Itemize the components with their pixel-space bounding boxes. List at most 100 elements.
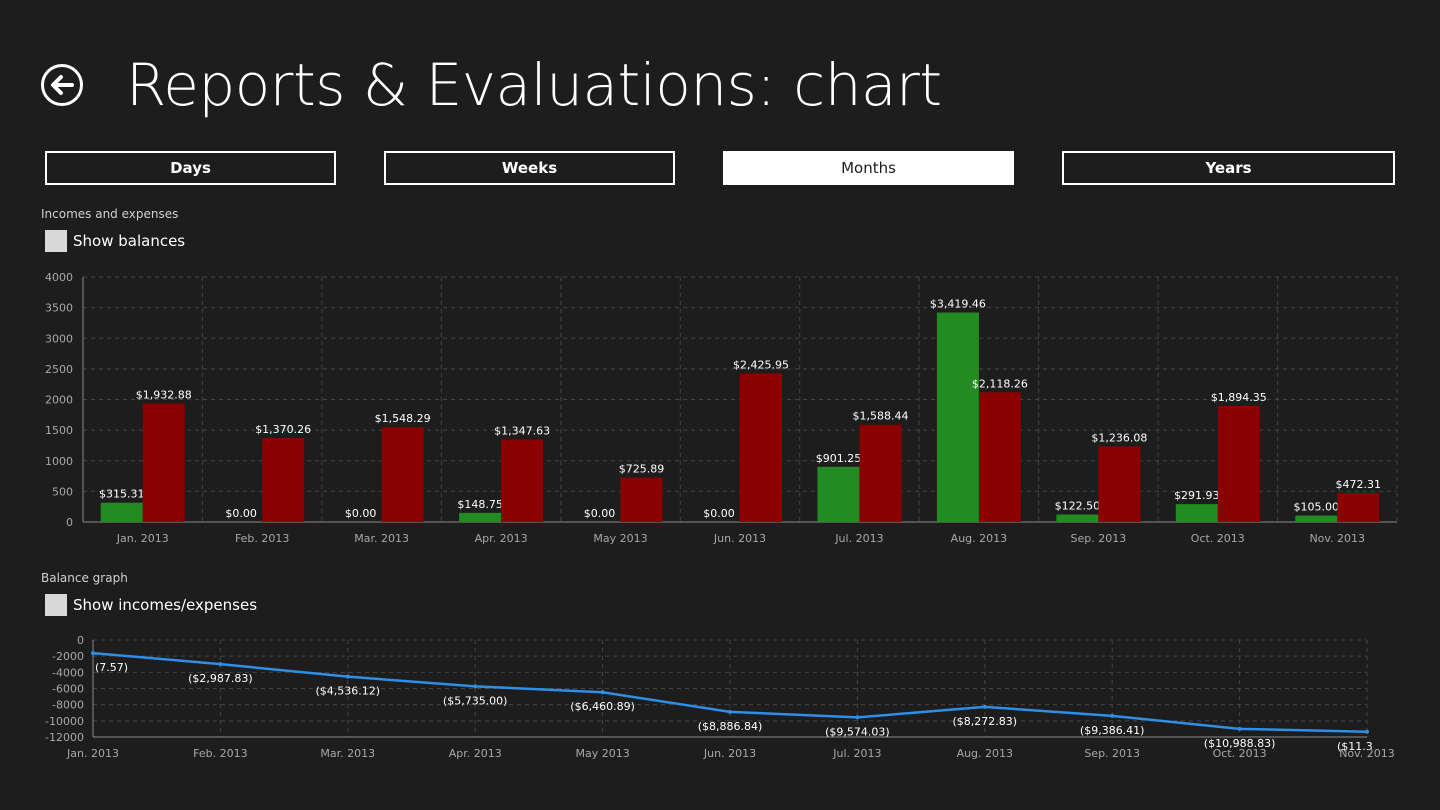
balance-point	[1365, 729, 1369, 734]
bar-x-tick-label: Sep. 2013	[1070, 532, 1126, 545]
expense-bar	[740, 373, 782, 522]
line-x-tick-label: Apr. 2013	[449, 747, 502, 760]
show-incomes-expenses-label: Show incomes/expenses	[73, 596, 258, 614]
line-x-tick-label: Jun. 2013	[703, 747, 756, 760]
line-x-tick-label: Mar. 2013	[320, 747, 375, 760]
line-x-tick-label: Jul. 2013	[832, 747, 881, 760]
income-data-label: $0.00	[703, 507, 735, 520]
tab-months[interactable]: Months	[723, 151, 1014, 185]
bar-x-tick-label: Oct. 2013	[1191, 532, 1245, 545]
balance-data-label: ($5,735.00)	[443, 694, 508, 707]
bar-y-tick-label: 2000	[45, 394, 73, 407]
expense-bar	[381, 427, 424, 522]
balance-data-label: ($8,272.83)	[953, 715, 1018, 728]
income-bar	[459, 512, 502, 522]
line-y-tick-label: -2000	[52, 650, 84, 663]
balance-point	[345, 674, 350, 679]
balance-point	[600, 690, 605, 695]
bar-x-tick-label: May 2013	[593, 532, 647, 545]
balance-data-label: (7.57)	[95, 661, 128, 674]
income-bar	[1056, 514, 1099, 522]
balance-data-label: ($4,536.12)	[316, 685, 381, 698]
back-arrow-icon	[41, 64, 83, 106]
income-data-label: $0.00	[225, 507, 257, 520]
balance-point	[728, 709, 732, 714]
expense-bar	[142, 403, 185, 522]
expense-data-label: $1,347.63	[494, 424, 550, 437]
income-data-label: $0.00	[345, 507, 377, 520]
expense-data-label: $472.31	[1336, 478, 1382, 491]
bar-x-tick-label: Jun. 2013	[713, 532, 766, 545]
expense-bar	[501, 439, 544, 522]
bar-x-tick-label: Aug. 2013	[951, 532, 1007, 545]
bar-x-tick-label: Mar. 2013	[354, 532, 409, 545]
balance-point	[473, 684, 478, 689]
income-data-label: $122.50	[1055, 499, 1101, 512]
income-data-label: $148.75	[457, 498, 503, 511]
line-y-tick-label: 0	[77, 634, 84, 647]
expense-bar	[262, 438, 305, 522]
bar-x-tick-label: Apr. 2013	[475, 532, 528, 545]
income-bar	[100, 502, 143, 522]
tab-weeks[interactable]: Weeks	[384, 151, 675, 185]
balance-data-label: ($9,386.41)	[1080, 724, 1145, 737]
income-data-label: $3,419.46	[930, 298, 986, 311]
expense-data-label: $1,932.88	[136, 389, 192, 402]
balance-point	[218, 662, 223, 667]
line-x-tick-label: Aug. 2013	[957, 747, 1013, 760]
expense-bar	[1217, 405, 1260, 522]
page-title: Reports & Evaluations: chart	[126, 51, 942, 119]
balance-data-label: ($8,886.84)	[698, 720, 763, 733]
line-y-tick-label: -10000	[45, 715, 84, 728]
back-button[interactable]	[40, 63, 84, 107]
balance-data-label: ($9,574.03)	[825, 725, 890, 738]
income-bar	[936, 312, 979, 522]
incomes-expenses-bar-chart: 0 500 1000 1500 2000 2500 3000 3500 4000 $315.31 $…	[45, 271, 1398, 545]
bar-x-tick-label: Jul. 2013	[834, 532, 883, 545]
income-data-label: $291.93	[1174, 489, 1220, 502]
incomes-section-title: Incomes and expenses	[41, 207, 179, 221]
show-incomes-expenses-checkbox[interactable]	[45, 594, 67, 616]
show-balances-checkbox[interactable]	[45, 230, 67, 252]
bar-y-tick-label: 1000	[45, 455, 73, 468]
show-balances-label: Show balances	[73, 232, 186, 250]
expense-data-label: $2,425.95	[733, 358, 789, 371]
expense-bar	[978, 392, 1021, 522]
expense-bar	[859, 424, 902, 522]
expense-data-label: $1,894.35	[1211, 391, 1267, 404]
line-x-tick-label: Feb. 2013	[193, 747, 247, 760]
income-bar	[817, 466, 860, 522]
show-balances-toggle[interactable]: Show balances	[45, 230, 185, 252]
expense-bar	[620, 477, 663, 522]
bar-y-tick-label: 1500	[45, 424, 73, 437]
balance-point	[1237, 726, 1242, 731]
expense-data-label: $1,588.44	[852, 410, 908, 423]
bar-y-tick-label: 500	[52, 485, 73, 498]
income-data-label: $901.25	[816, 452, 862, 465]
expense-data-label: $1,236.08	[1091, 431, 1147, 444]
balance-point	[91, 651, 95, 656]
line-x-tick-label: Nov. 2013	[1339, 747, 1395, 760]
bar-x-tick-label: Feb. 2013	[235, 532, 289, 545]
tab-days[interactable]: Days	[45, 151, 336, 185]
balance-line-chart: 0 -2000 -4000 -6000 -8000 -10000 -12000 (7.57) (…	[45, 634, 1395, 760]
line-y-tick-label: -12000	[45, 731, 84, 744]
balance-data-label: ($11.3	[1337, 740, 1373, 753]
income-data-label: $315.31	[99, 488, 145, 501]
bar-y-tick-label: 2500	[45, 363, 73, 376]
show-incomes-expenses-toggle[interactable]: Show incomes/expenses	[45, 594, 257, 616]
balance-point	[982, 704, 987, 709]
balance-data-label: ($10,988.83)	[1204, 737, 1276, 750]
line-y-tick-label: -4000	[52, 666, 84, 679]
expense-bar	[1337, 493, 1380, 522]
balance-data-label: ($6,460.89)	[570, 700, 635, 713]
line-x-tick-label: Sep. 2013	[1084, 747, 1140, 760]
line-y-tick-label: -6000	[52, 683, 84, 696]
bar-x-tick-label: Jan. 2013	[116, 532, 169, 545]
expense-data-label: $2,118.26	[972, 377, 1028, 390]
expense-bar	[1098, 446, 1141, 522]
tab-years[interactable]: Years	[1062, 151, 1395, 185]
balance-section-title: Balance graph	[41, 571, 128, 585]
line-y-tick-label: -8000	[52, 699, 84, 712]
line-x-tick-label: Jan. 2013	[66, 747, 119, 760]
